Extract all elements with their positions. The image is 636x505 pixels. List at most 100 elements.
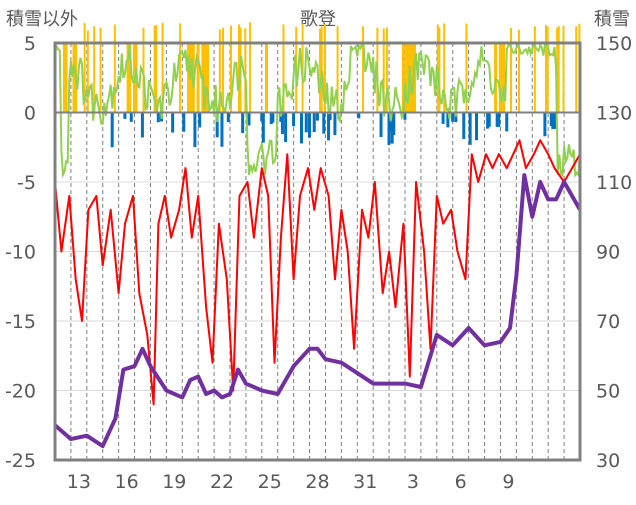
precip-bar	[182, 112, 186, 132]
precip-bar	[198, 112, 202, 128]
y-left-tick-label: -5	[17, 172, 36, 194]
y-left-tick-label: 0	[24, 103, 36, 125]
snowfall-bar	[190, 43, 194, 113]
snowfall-bar	[319, 28, 322, 113]
precip-bar	[193, 112, 197, 148]
snowfall-bar	[128, 43, 132, 113]
x-tick-label: 25	[258, 471, 282, 493]
precip-bar	[156, 112, 160, 123]
snowfall-bar	[517, 29, 520, 113]
bars	[62, 22, 581, 148]
snowfall-bar	[204, 43, 208, 113]
precip-bar	[304, 112, 308, 133]
chart-title: 歌登	[300, 9, 336, 30]
precip-bar	[220, 112, 224, 147]
precip-bar	[551, 112, 555, 130]
x-tick-label: 16	[114, 471, 138, 493]
snowfall-bar	[382, 28, 385, 113]
y-left-tick-label: 5	[24, 33, 36, 55]
precip-bar	[312, 112, 316, 133]
y-left-tick-label: -20	[5, 381, 36, 403]
precip-bar	[505, 112, 509, 132]
y-left-ticks: 5 0 -5 -10 -15 -20 -25	[5, 33, 36, 472]
precip-bar	[241, 112, 245, 134]
snowfall-bar	[222, 27, 225, 113]
precip-bar	[110, 112, 114, 148]
y-right-tick-label: 30	[596, 450, 620, 472]
precip-bar	[269, 112, 273, 125]
sunshine-line	[54, 41, 581, 179]
snowfall-bar	[230, 25, 232, 113]
snowfall-bar	[99, 27, 102, 113]
precip-bar	[271, 112, 275, 123]
x-tick-label: 6	[455, 471, 467, 493]
precip-bar	[292, 112, 296, 127]
snowfall-bar	[62, 43, 66, 113]
snow_depth-line	[53, 173, 582, 449]
precip-bar	[140, 112, 144, 138]
precip-bar	[549, 112, 553, 127]
x-tick-label: 28	[305, 471, 329, 493]
snowfall-bar	[401, 43, 405, 113]
precip-bar	[333, 112, 337, 136]
y-right-tick-label: 50	[596, 381, 620, 403]
snowfall-bar	[385, 27, 388, 113]
snowfall-bar	[265, 43, 268, 113]
precip-bar	[543, 112, 547, 137]
x-tick-label: 22	[210, 471, 234, 493]
precip-bar	[226, 112, 230, 122]
temperature-line	[54, 139, 581, 406]
precip-bar	[280, 112, 284, 134]
snowfall-bar	[187, 43, 191, 113]
precip-bar	[261, 112, 265, 143]
y-right-tick-label: 110	[596, 172, 632, 194]
x-tick-label: 3	[407, 471, 419, 493]
precip-bar	[441, 112, 445, 124]
precip-bar	[357, 112, 361, 119]
precip-bar	[247, 112, 251, 126]
y-right-tick-label: 150	[596, 33, 632, 55]
snowfall-bar	[301, 23, 304, 113]
precip-bar	[446, 112, 450, 128]
precip-bar	[468, 112, 472, 145]
precip-bar	[475, 112, 478, 141]
precip-bar	[260, 112, 264, 122]
y-left-tick-label: -10	[5, 242, 36, 264]
snowfall-bar	[498, 43, 502, 113]
snowfall-bar	[206, 43, 210, 113]
snowfall-bar	[237, 24, 240, 113]
precip-bar	[171, 112, 175, 133]
precip-bar	[315, 112, 319, 121]
snowfall-bar	[86, 30, 89, 113]
snowfall-bar	[510, 28, 512, 113]
x-tick-label: 31	[353, 471, 377, 493]
y-right-tick-label: 70	[596, 311, 620, 333]
precip-bar	[451, 112, 455, 122]
precip-bar	[462, 112, 466, 139]
snowfall-bar	[113, 24, 116, 113]
snowfall-bar	[438, 27, 441, 113]
snowfall-bar	[405, 43, 408, 113]
precip-bar	[123, 112, 127, 119]
x-tick-label: 19	[162, 471, 186, 493]
precip-bar	[495, 112, 499, 127]
y-right-tick-label: 130	[596, 103, 632, 125]
y-right-ticks: 150 130 110 90 70 50 30	[596, 33, 632, 472]
y-right-tick-label: 90	[596, 242, 620, 264]
snowfall-bar	[64, 43, 68, 113]
precip-bar	[300, 112, 303, 144]
precip-bar	[327, 112, 331, 141]
snowfall-bar	[282, 24, 285, 113]
precip-bar	[328, 112, 332, 121]
snowfall-bar	[465, 23, 468, 113]
precip-bar	[322, 112, 326, 134]
precip-bar	[390, 112, 394, 144]
plot-frame	[53, 41, 582, 462]
snowfall-bar	[142, 27, 145, 113]
precip-bar	[284, 112, 288, 143]
snowfall-bar	[562, 25, 565, 113]
snowfall-bar	[153, 25, 156, 113]
snowfall-bar	[249, 22, 252, 113]
